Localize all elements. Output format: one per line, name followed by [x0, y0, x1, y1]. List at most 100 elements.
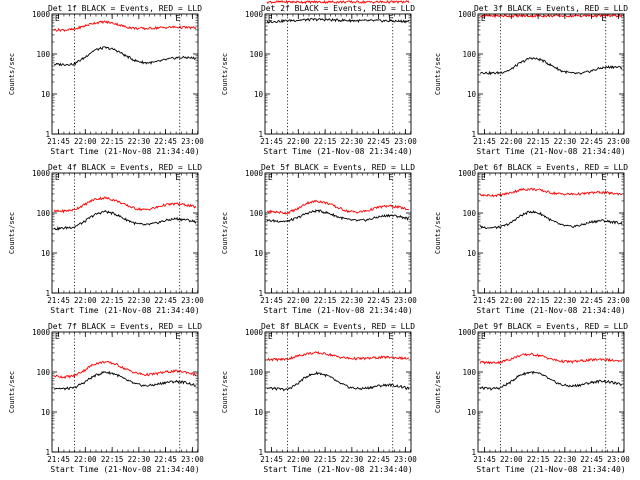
y-tick-label: 1000	[245, 10, 264, 19]
y-tick-label: 100	[462, 368, 476, 377]
lld-series-line	[266, 0, 410, 5]
event-marker-label: E	[175, 332, 180, 341]
event-marker-label: E	[268, 332, 273, 341]
x-tick-label: 22:00	[500, 137, 523, 146]
x-tick-label: 21:45	[47, 296, 70, 305]
y-tick-label: 1000	[32, 328, 51, 337]
x-tick-label: 22:45	[580, 455, 603, 464]
x-tick-label: 22:30	[341, 455, 364, 464]
plot-frame	[51, 331, 199, 453]
event-marker-label: E	[175, 14, 180, 23]
lld-series-line	[53, 360, 197, 380]
event-marker-label: E	[481, 173, 486, 182]
x-tick-label: 21:45	[260, 455, 283, 464]
events-series-line	[53, 209, 197, 231]
events-series-line	[53, 370, 197, 391]
plot-frame	[264, 331, 412, 453]
x-axis-label: Start Time (21-Nov-08 21:34:40)	[50, 465, 199, 474]
lld-series-line	[479, 13, 623, 19]
y-axis-label: Counts/sec	[8, 371, 16, 413]
y-tick-label: 10	[467, 90, 477, 99]
y-tick-label: 10	[467, 249, 477, 258]
x-tick-label: 22:15	[527, 455, 550, 464]
x-tick-label: 23:00	[394, 137, 417, 146]
x-tick-label: 22:15	[314, 296, 337, 305]
plot-frame	[477, 172, 625, 294]
y-tick-label: 1	[471, 448, 476, 457]
y-tick-label: 10	[41, 408, 51, 417]
x-tick-label: 22:45	[367, 455, 390, 464]
x-tick-label: 22:30	[554, 137, 577, 146]
panel-title: Det 3f BLACK = Events, RED = LLD	[474, 4, 628, 13]
y-tick-label: 1000	[32, 169, 51, 178]
x-tick-label: 22:00	[74, 455, 97, 464]
events-series-line	[266, 371, 410, 392]
y-tick-label: 100	[462, 50, 476, 59]
y-tick-label: 1000	[32, 10, 51, 19]
y-tick-label: 1	[258, 289, 263, 298]
plot-frame	[264, 172, 412, 294]
event-marker-label: E	[55, 332, 60, 341]
event-marker-label: E	[601, 173, 606, 182]
x-tick-label: 23:00	[181, 455, 204, 464]
event-marker-label: E	[268, 173, 273, 182]
lld-series-line	[479, 187, 623, 198]
x-tick-label: 22:15	[527, 137, 550, 146]
x-tick-label: 22:00	[287, 296, 310, 305]
y-tick-label: 1	[258, 130, 263, 139]
x-axis-label: Start Time (21-Nov-08 21:34:40)	[263, 147, 412, 156]
x-tick-label: 22:30	[128, 296, 151, 305]
x-tick-label: 22:45	[580, 137, 603, 146]
y-tick-label: 1	[45, 130, 50, 139]
x-tick-label: 21:45	[473, 137, 496, 146]
events-series-line	[266, 209, 409, 223]
y-tick-label: 100	[462, 209, 476, 218]
y-axis-label: Counts/sec	[221, 53, 229, 95]
event-marker-label: E	[268, 14, 273, 23]
y-tick-label: 1	[258, 448, 263, 457]
x-tick-label: 22:15	[527, 296, 550, 305]
panel-title: Det 1f BLACK = Events, RED = LLD	[48, 4, 202, 13]
event-marker-label: E	[175, 173, 180, 182]
y-tick-label: 1000	[245, 328, 264, 337]
y-tick-label: 100	[249, 209, 263, 218]
y-tick-label: 1	[471, 289, 476, 298]
events-series-line	[266, 17, 410, 24]
event-marker-label: E	[55, 173, 60, 182]
x-tick-label: 22:30	[554, 296, 577, 305]
events-series-line	[53, 46, 197, 67]
plot-frame	[477, 331, 625, 453]
x-tick-label: 22:45	[154, 296, 177, 305]
panel-title: Det 9f BLACK = Events, RED = LLD	[474, 322, 628, 331]
x-tick-label: 22:30	[554, 455, 577, 464]
panel-title: Det 8f BLACK = Events, RED = LLD	[261, 322, 415, 331]
x-axis-label: Start Time (21-Nov-08 21:34:40)	[263, 465, 412, 474]
x-tick-label: 22:30	[341, 296, 364, 305]
y-tick-label: 1000	[458, 10, 477, 19]
x-tick-label: 22:45	[367, 137, 390, 146]
panel-title: Det 7f BLACK = Events, RED = LLD	[48, 322, 202, 331]
x-axis-label: Start Time (21-Nov-08 21:34:40)	[476, 465, 625, 474]
y-tick-label: 10	[41, 90, 51, 99]
lld-series-line	[479, 352, 623, 365]
x-tick-label: 23:00	[607, 455, 630, 464]
event-marker-label: E	[601, 14, 606, 23]
x-tick-label: 22:00	[500, 455, 523, 464]
plot-frame	[51, 172, 199, 294]
y-axis-label: Counts/sec	[221, 371, 229, 413]
y-axis-label: Counts/sec	[434, 53, 442, 95]
x-axis-label: Start Time (21-Nov-08 21:34:40)	[50, 147, 199, 156]
x-tick-label: 22:30	[128, 137, 151, 146]
panel-title: Det 4f BLACK = Events, RED = LLD	[48, 163, 202, 172]
x-tick-label: 22:30	[128, 455, 151, 464]
panel-title: Det 6f BLACK = Events, RED = LLD	[474, 163, 628, 172]
x-tick-label: 23:00	[607, 296, 630, 305]
panel-title: Det 5f BLACK = Events, RED = LLD	[261, 163, 415, 172]
y-tick-label: 10	[254, 90, 264, 99]
plot-frame	[477, 13, 625, 135]
x-tick-label: 22:15	[101, 296, 124, 305]
